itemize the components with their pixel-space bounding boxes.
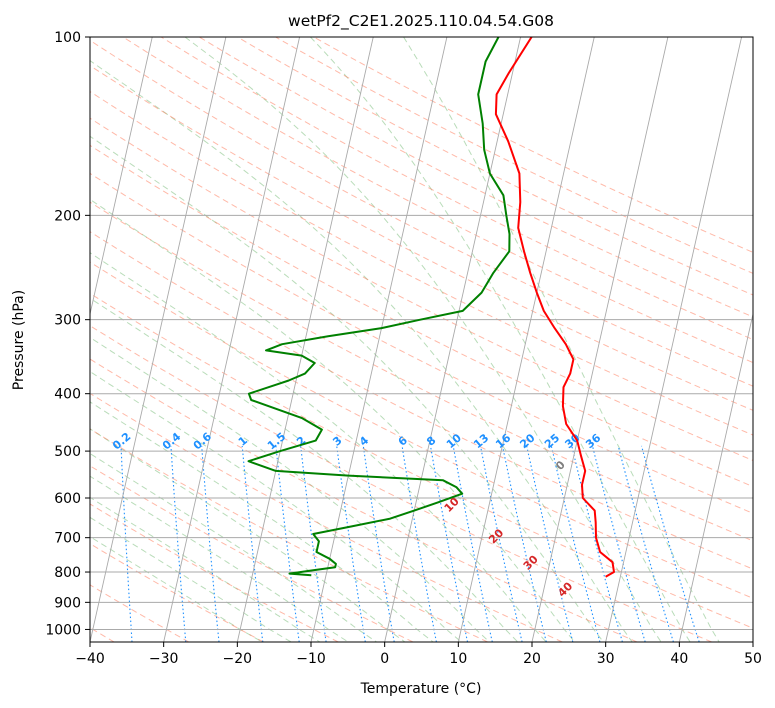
- dry-adiabat-line: [90, 325, 712, 642]
- line-label: -10: [20, 457, 43, 481]
- x-tick-label: 30: [597, 651, 615, 667]
- dry-adiabat-line: [90, 90, 753, 436]
- dry-adiabat-line: [90, 503, 339, 642]
- y-tick-label: 900: [54, 595, 81, 611]
- x-axis-label: Temperature (°C): [360, 681, 482, 697]
- mixing-ratio-line: [571, 445, 623, 642]
- mixing-ratio-line: [241, 445, 264, 642]
- dry-adiabat-line: [199, 37, 753, 318]
- chart-title: wetPf2_C2E1.2025.110.04.54.G08: [288, 12, 554, 31]
- dry-adiabat-line: [90, 117, 753, 462]
- dry-adiabats: [90, 37, 753, 642]
- plot-frame: [89, 36, 754, 643]
- x-tick-label: 0: [380, 651, 389, 667]
- mixing-ratio-line: [120, 445, 133, 642]
- mixing-ratio-line: [452, 445, 493, 642]
- isotherm-line: [90, 37, 227, 642]
- x-tick-label: 20: [523, 651, 541, 667]
- isotherm-line: [605, 37, 743, 642]
- y-tick-label: 100: [54, 30, 81, 46]
- dry-adiabat-line: [237, 37, 753, 296]
- moist-adiabat-line: [90, 60, 633, 642]
- moist-adiabat-line: [184, 37, 662, 642]
- plot-area: [90, 37, 753, 642]
- mixing-ratio-line: [526, 445, 574, 642]
- x-tick-label: −10: [296, 651, 326, 667]
- y-tick-label: 500: [54, 444, 81, 460]
- moist-adiabat-line: [90, 401, 434, 642]
- dewpoint-line: [247, 37, 511, 577]
- mixing-ratio-lines: [0, 445, 700, 642]
- moist-adiabat-line: [90, 475, 349, 642]
- moist-adiabat-line: [90, 516, 292, 642]
- x-tick-label: 10: [449, 651, 467, 667]
- mixing-ratio-line: [501, 445, 547, 642]
- dry-adiabat-line: [275, 37, 753, 274]
- x-axis: −40 −30 −20 −10 0 10 20 30 40 50: [75, 642, 762, 667]
- x-tick-label: 40: [670, 651, 688, 667]
- x-tick-label: 50: [744, 651, 762, 667]
- isotherm-line: [678, 312, 753, 642]
- y-tick-label: 600: [54, 491, 81, 507]
- mixing-ratio-line: [401, 445, 437, 642]
- y-tick-label: 400: [54, 387, 81, 403]
- dry-adiabat-line: [160, 37, 753, 341]
- mixing-ratio-line: [591, 445, 646, 642]
- dry-adiabat-line: [90, 292, 753, 629]
- mixing-ratio-line: [201, 445, 220, 642]
- x-tick-label: −40: [75, 651, 105, 667]
- x-tick-label: −30: [149, 651, 179, 667]
- mixing-ratio-line: [336, 445, 366, 642]
- moist-adiabat-line: [90, 428, 406, 642]
- dry-adiabat-line: [90, 65, 753, 411]
- moist-adiabat-line: [90, 336, 490, 642]
- temperature-line: [494, 37, 615, 578]
- moist-adiabat-line: [90, 198, 576, 642]
- mixing-ratio-line: [550, 445, 601, 642]
- isotherm-line: [752, 639, 753, 642]
- mixing-ratio-line: [0, 446, 2, 642]
- skewed-isotherms: [0, 37, 753, 642]
- isotherm-line: [531, 37, 669, 642]
- mixing-ratio-line: [429, 445, 469, 642]
- y-tick-label: 800: [54, 565, 81, 581]
- y-tick-label: 200: [54, 208, 81, 224]
- dry-adiabat-line: [90, 392, 563, 642]
- moist-adiabat-line: [90, 370, 462, 642]
- dry-adiabat-line: [90, 261, 753, 599]
- mixing-ratio-line: [300, 445, 327, 642]
- mixing-ratio-line: [30, 446, 34, 642]
- dry-adiabat-line: [122, 37, 753, 364]
- isotherm-line: [457, 37, 595, 642]
- dry-adiabat-line: [90, 428, 488, 642]
- moist-adiabat-line: [90, 135, 604, 642]
- isotherm-line: [163, 37, 301, 642]
- moist-adiabat-line: [403, 37, 720, 642]
- isotherm-line: [310, 37, 448, 642]
- y-tick-label: 300: [54, 313, 81, 329]
- mixing-ratio-line: [170, 445, 187, 642]
- y-axis-label: Pressure (hPa): [11, 290, 27, 390]
- moist-adiabat-line: [90, 252, 547, 642]
- dry-adiabat-line: [90, 39, 753, 387]
- isotherm-line: [0, 37, 5, 642]
- mixing-ratio-line: [275, 445, 300, 642]
- mixing-ratio-line: [479, 445, 523, 642]
- moist-adiabat-line: [90, 297, 519, 642]
- y-tick-label: 700: [54, 531, 81, 547]
- y-tick-label: 1000: [45, 622, 81, 638]
- x-tick-label: −20: [223, 651, 253, 667]
- moist-adiabat-line: [310, 37, 691, 642]
- dry-adiabat-line: [313, 37, 753, 253]
- y-axis: 100 200 300 400 500 600 700 800 900 1000: [45, 30, 90, 638]
- isotherm-line: [384, 37, 522, 642]
- isobar-gridlines: [90, 37, 753, 630]
- mixing-ratio-line: [362, 445, 395, 642]
- profile-series: [247, 37, 615, 578]
- isotherm-line: [90, 37, 153, 317]
